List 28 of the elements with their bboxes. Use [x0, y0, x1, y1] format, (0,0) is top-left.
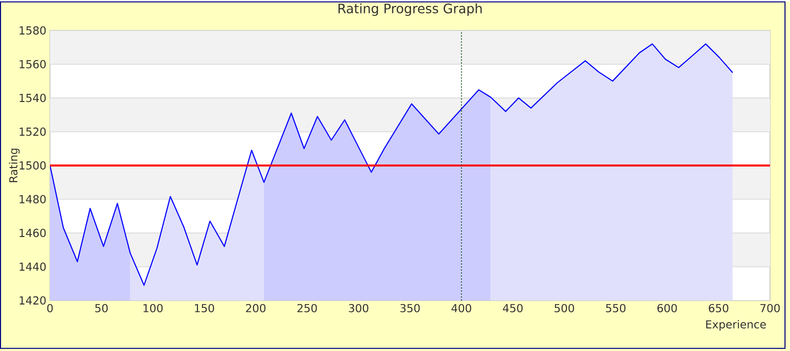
y-tick-label: 1420 [20, 296, 46, 304]
x-tick-label: 400 [451, 304, 472, 312]
x-tick-label: 350 [400, 304, 420, 312]
x-tick-label: 0 [47, 304, 53, 312]
y-tick-label: 1560 [20, 60, 46, 68]
y-tick-label: 1440 [20, 262, 46, 271]
x-tick-label: 700 [760, 304, 780, 312]
x-tick-label: 250 [297, 304, 317, 312]
y-tick-label: 1500 [20, 161, 46, 170]
x-tick-label: 450 [502, 304, 523, 312]
x-tick-label: 650 [708, 304, 728, 312]
x-tick-label: 100 [144, 304, 163, 312]
x-tick-label: 300 [348, 304, 368, 312]
y-tick-label: 1460 [20, 228, 46, 237]
line-series [50, 43, 734, 286]
x-tick-label: 150 [195, 304, 214, 312]
y-tick-label: 1540 [20, 94, 46, 102]
x-tick-label: 500 [554, 304, 574, 312]
y-tick-label: 1480 [20, 194, 46, 204]
x-tick-label: 50 [95, 304, 108, 312]
x-tick-label: 200 [246, 304, 266, 312]
y-axis-title: Rating [8, 148, 20, 182]
chart-title: Rating Progress Graph [338, 3, 482, 16]
y-tick-label: 1520 [20, 127, 46, 136]
y-tick-label: 1580 [20, 26, 46, 34]
x-tick-label: 550 [606, 304, 626, 312]
x-tick-label: 600 [657, 304, 677, 312]
x-axis-title: Experience [706, 320, 766, 330]
